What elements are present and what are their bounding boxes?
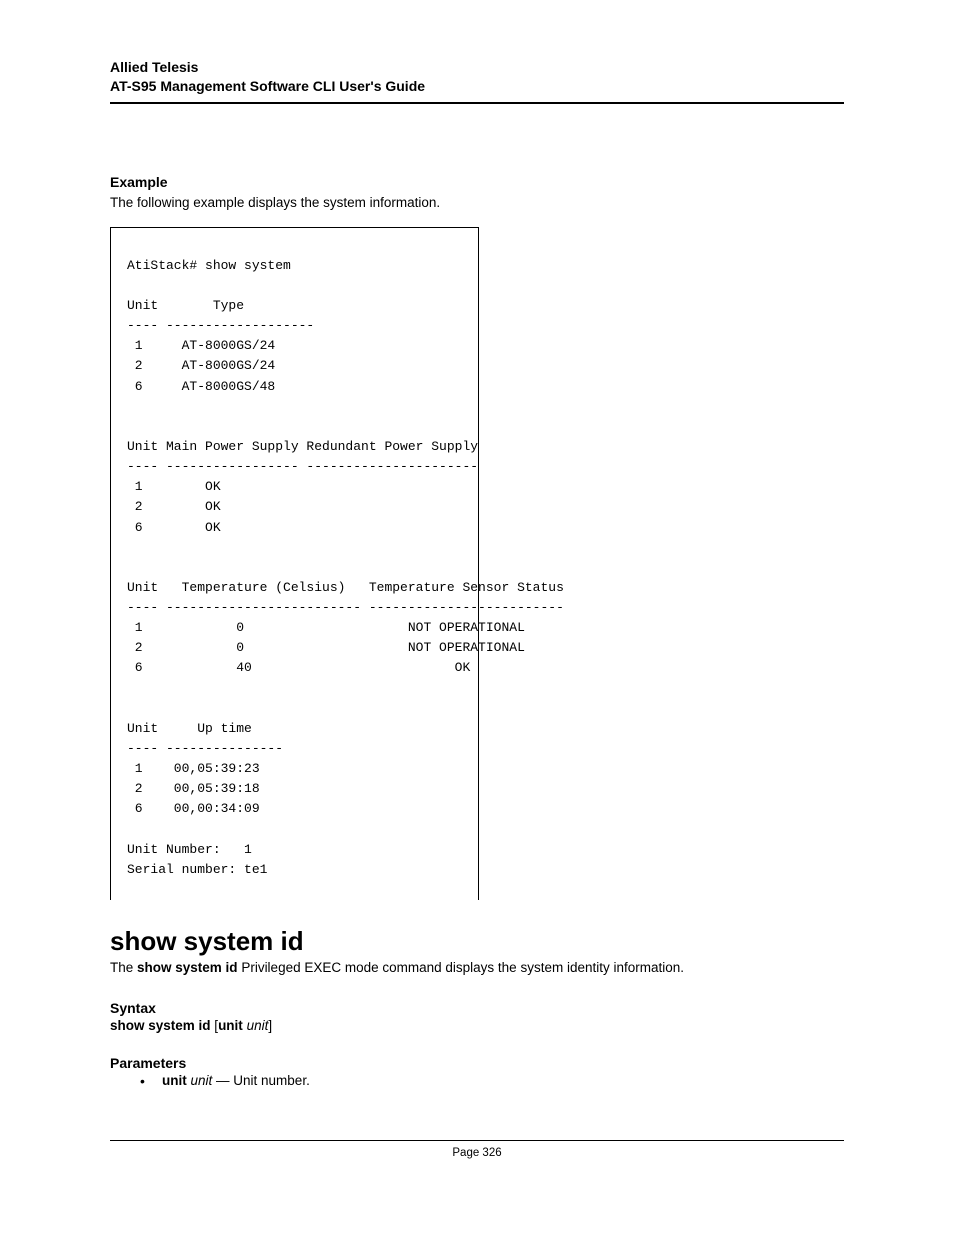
syntax-bracket-open: [ (211, 1018, 219, 1033)
parameters-list: unit unit — Unit number. (110, 1073, 844, 1088)
page-number: Page 326 (0, 1147, 954, 1159)
param-description: — Unit number. (212, 1073, 310, 1088)
syntax-cmd: show system id (110, 1018, 211, 1033)
footer-rule (110, 1140, 844, 1141)
command-title: show system id (110, 926, 844, 957)
syntax-bracket-close: ] (268, 1018, 272, 1033)
example-intro: The following example displays the syste… (110, 194, 844, 213)
header-rule (110, 102, 844, 104)
page-header: Allied Telesis AT-S95 Management Softwar… (110, 58, 844, 96)
syntax-unit-param: unit (247, 1018, 269, 1033)
param-variable: unit (187, 1073, 213, 1088)
page-footer: Page 326 (0, 1140, 954, 1159)
parameters-heading: Parameters (110, 1055, 844, 1071)
syntax-unit-keyword: unit (218, 1018, 243, 1033)
desc-text-post: Privileged EXEC mode command displays th… (238, 960, 684, 975)
cli-output-box: AtiStack# show system Unit Type ---- ---… (110, 227, 479, 900)
example-heading: Example (110, 174, 844, 190)
param-keyword: unit (162, 1073, 187, 1088)
parameter-item: unit unit — Unit number. (140, 1073, 844, 1088)
header-line-1: Allied Telesis (110, 58, 844, 77)
header-line-2: AT-S95 Management Software CLI User's Gu… (110, 77, 844, 96)
syntax-line: show system id [unit unit] (110, 1018, 844, 1033)
syntax-heading: Syntax (110, 1000, 844, 1016)
desc-cmd-name: show system id (137, 960, 238, 975)
desc-text-pre: The (110, 960, 137, 975)
command-description: The show system id Privileged EXEC mode … (110, 959, 844, 978)
document-page: Allied Telesis AT-S95 Management Softwar… (0, 0, 954, 1235)
